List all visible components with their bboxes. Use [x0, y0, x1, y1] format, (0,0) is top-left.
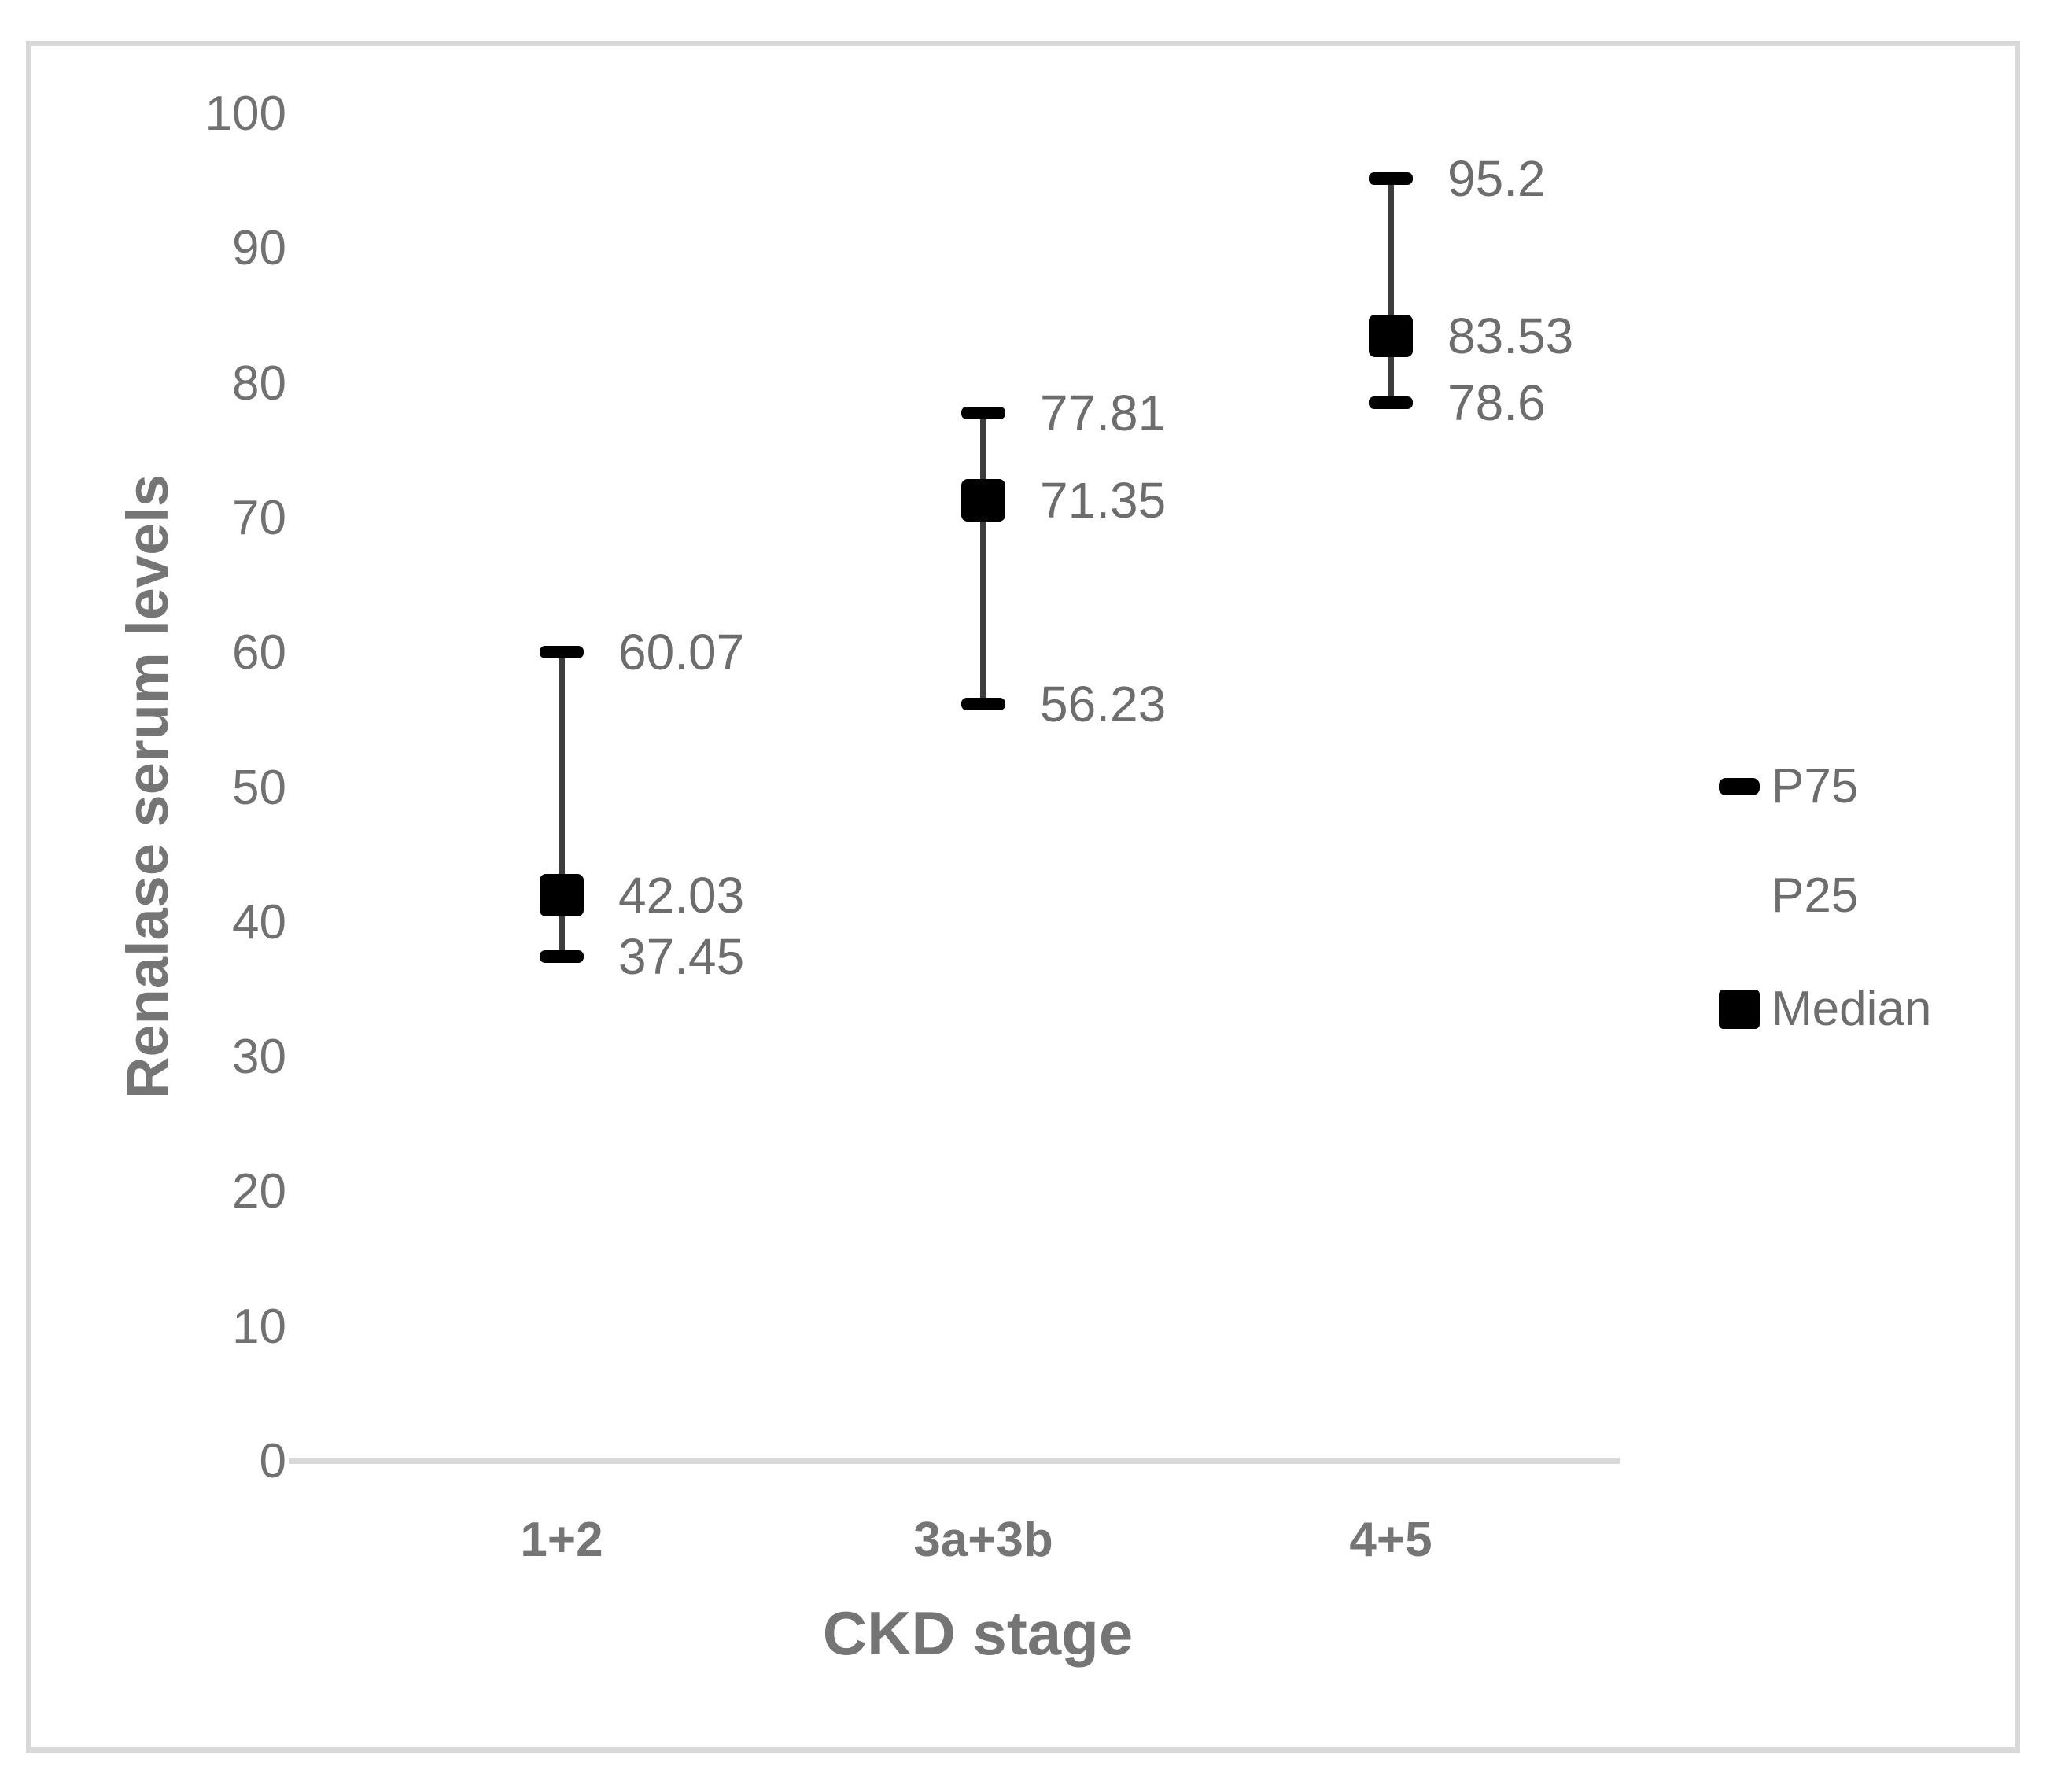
p25-cap-marker	[540, 950, 584, 964]
y-tick-label: 50	[232, 760, 286, 815]
error-bar-whisker	[980, 413, 986, 704]
y-tick-label: 30	[232, 1030, 286, 1085]
error-bar-whisker	[559, 652, 565, 957]
y-tick-label: 70	[232, 490, 286, 545]
x-axis-line	[289, 1458, 1620, 1464]
x-category-label: 3a+3b	[913, 1513, 1053, 1567]
data-label: 78.6	[1447, 374, 1546, 431]
data-label: 83.53	[1447, 308, 1574, 365]
data-label: 37.45	[618, 928, 745, 986]
p75-cap-marker	[540, 646, 584, 658]
y-tick-label: 100	[205, 87, 286, 141]
legend-dash-marker	[1719, 778, 1760, 795]
median-marker	[1369, 315, 1413, 358]
y-tick-label: 80	[232, 356, 286, 411]
y-tick-label: 20	[232, 1164, 286, 1219]
y-tick-label: 0	[259, 1434, 286, 1488]
legend-square-marker	[1719, 990, 1760, 1029]
data-label: 56.23	[1040, 675, 1167, 732]
data-label: 60.07	[618, 624, 745, 680]
p25-cap-marker	[1369, 396, 1413, 409]
legend-item-label: Median	[1772, 982, 1932, 1036]
data-label: 71.35	[1040, 471, 1167, 529]
legend-item-label: P25	[1772, 868, 1859, 923]
p25-cap-marker	[961, 697, 1005, 710]
median-marker	[540, 874, 584, 917]
y-tick-label: 60	[232, 625, 286, 680]
figure-border	[26, 41, 2020, 1753]
p75-cap-marker	[1369, 172, 1413, 186]
y-tick-label: 90	[232, 221, 286, 276]
data-label: 42.03	[618, 867, 745, 924]
y-tick-label: 10	[232, 1299, 286, 1354]
data-label: 77.81	[1040, 385, 1167, 442]
x-axis-title: CKD stage	[822, 1598, 1134, 1668]
error-bar-whisker	[1388, 179, 1394, 403]
x-category-label: 1+2	[520, 1513, 603, 1567]
x-category-label: 4+5	[1349, 1513, 1432, 1567]
median-marker	[961, 478, 1005, 522]
legend-item-label: P75	[1772, 759, 1859, 813]
p75-cap-marker	[961, 407, 1005, 420]
data-label: 95.2	[1447, 150, 1546, 208]
y-tick-label: 40	[232, 894, 286, 949]
